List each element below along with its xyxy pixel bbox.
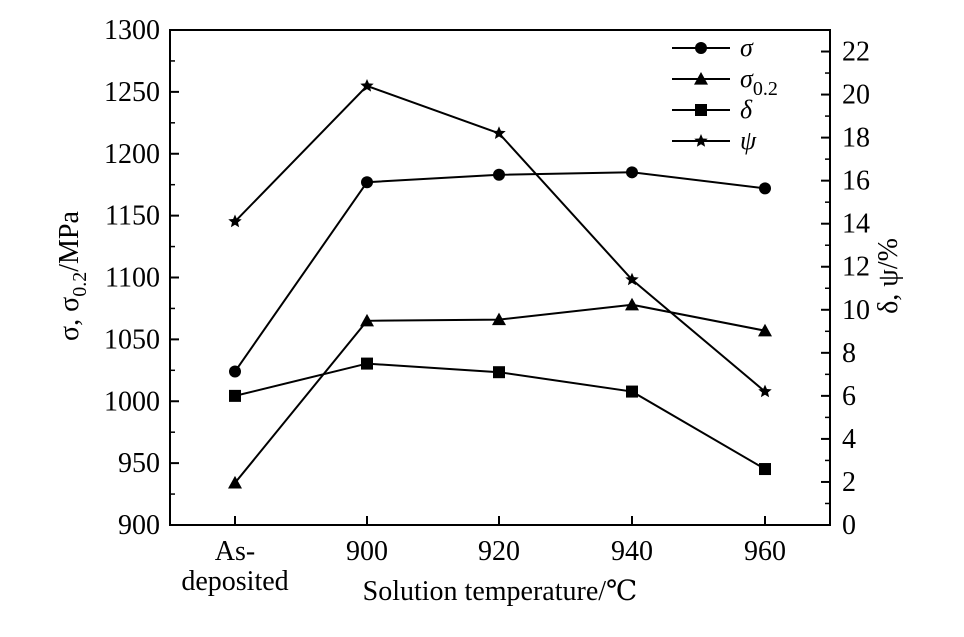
x-axis-title: Solution temperature/℃	[363, 576, 638, 607]
series-triangle	[228, 297, 772, 489]
data-point-square	[493, 366, 505, 379]
data-point-star	[758, 384, 772, 398]
legend-entry: σ0.2	[672, 64, 778, 100]
right-tick-label: 2	[842, 467, 856, 498]
data-point-triangle	[694, 72, 708, 85]
data-point-star	[228, 214, 242, 228]
right-tick-label: 18	[842, 123, 870, 154]
legend-entry: ψ	[672, 126, 757, 155]
data-point-circle	[361, 176, 373, 189]
legend-entry: σ	[672, 33, 754, 62]
left-tick-label: 1150	[105, 201, 160, 232]
legend-entry: δ	[672, 95, 753, 124]
left-y-axis-title-main: σ, σ	[54, 297, 85, 341]
data-point-square	[759, 463, 771, 476]
series-line	[234, 362, 766, 470]
legend: σσ0.2δψ	[672, 33, 778, 155]
legend-label: ψ	[740, 126, 757, 155]
x-tick-label: deposited	[181, 566, 288, 597]
right-tick-label: 12	[842, 252, 870, 283]
left-tick-label: 1250	[104, 77, 160, 108]
series-layer	[228, 79, 772, 489]
data-point-triangle	[625, 297, 639, 311]
data-point-square	[361, 357, 373, 370]
data-point-star	[492, 126, 506, 139]
left-tick-label: 1100	[105, 263, 160, 294]
legend-label: σ	[740, 33, 754, 62]
left-tick-label: 1050	[104, 324, 160, 355]
right-tick-label: 20	[842, 80, 870, 111]
left-tick-label: 900	[118, 510, 160, 541]
data-point-star	[360, 79, 374, 92]
data-point-square	[229, 389, 241, 402]
data-point-square	[695, 104, 707, 116]
series-line	[234, 171, 766, 373]
x-tick-label: 940	[611, 536, 653, 567]
right-tick-label: 0	[842, 510, 856, 541]
data-point-circle	[229, 365, 241, 378]
plot-frame	[169, 29, 831, 526]
data-point-square	[626, 385, 638, 398]
x-tick-label: 900	[346, 536, 388, 567]
data-point-triangle	[228, 475, 242, 489]
right-tick-label: 14	[842, 209, 870, 240]
right-tick-label: 6	[842, 381, 856, 412]
x-tick-label: 920	[478, 536, 520, 567]
data-point-circle	[626, 166, 638, 179]
x-tick-label: 960	[744, 536, 786, 567]
data-point-circle	[493, 168, 505, 181]
left-tick-label: 1000	[104, 386, 160, 417]
data-point-circle	[759, 182, 771, 195]
right-tick-label: 4	[842, 424, 856, 455]
series-square	[229, 357, 771, 476]
series-line	[234, 303, 766, 484]
data-point-star	[625, 272, 639, 286]
data-point-triangle	[492, 312, 506, 326]
data-point-triangle	[360, 313, 374, 327]
right-tick-label: 16	[842, 166, 870, 197]
series-star	[228, 79, 772, 398]
data-point-star	[694, 134, 708, 147]
right-tick-label: 22	[842, 37, 870, 68]
x-tick-label: As-	[215, 536, 255, 567]
left-tick-label: 1300	[104, 15, 160, 46]
right-tick-label: 10	[842, 295, 870, 326]
legend-label: δ	[740, 95, 753, 124]
axes-layer: 900 950 1000 1050 1100 1150 1200 1250 1300 0 2 4 6 8 1…	[104, 15, 870, 597]
left-tick-label: 950	[118, 448, 160, 479]
left-y-axis-title-subscript: 0.2	[69, 272, 91, 297]
right-y-axis-title: δ, ψ/%	[873, 238, 904, 314]
left-tick-label: 1200	[104, 139, 160, 170]
data-point-triangle	[758, 323, 772, 337]
series-circle	[229, 166, 771, 378]
legend-label-subscript: 0.2	[753, 78, 778, 100]
left-y-axis-title-unit: /MPa	[54, 211, 85, 272]
data-point-circle	[695, 42, 707, 54]
axis-titles: Solution temperature/℃ σ, σ0.2/MPa δ, ψ/%	[54, 211, 904, 607]
left-y-axis-title: σ, σ0.2/MPa	[54, 211, 91, 341]
right-tick-label: 8	[842, 338, 856, 369]
